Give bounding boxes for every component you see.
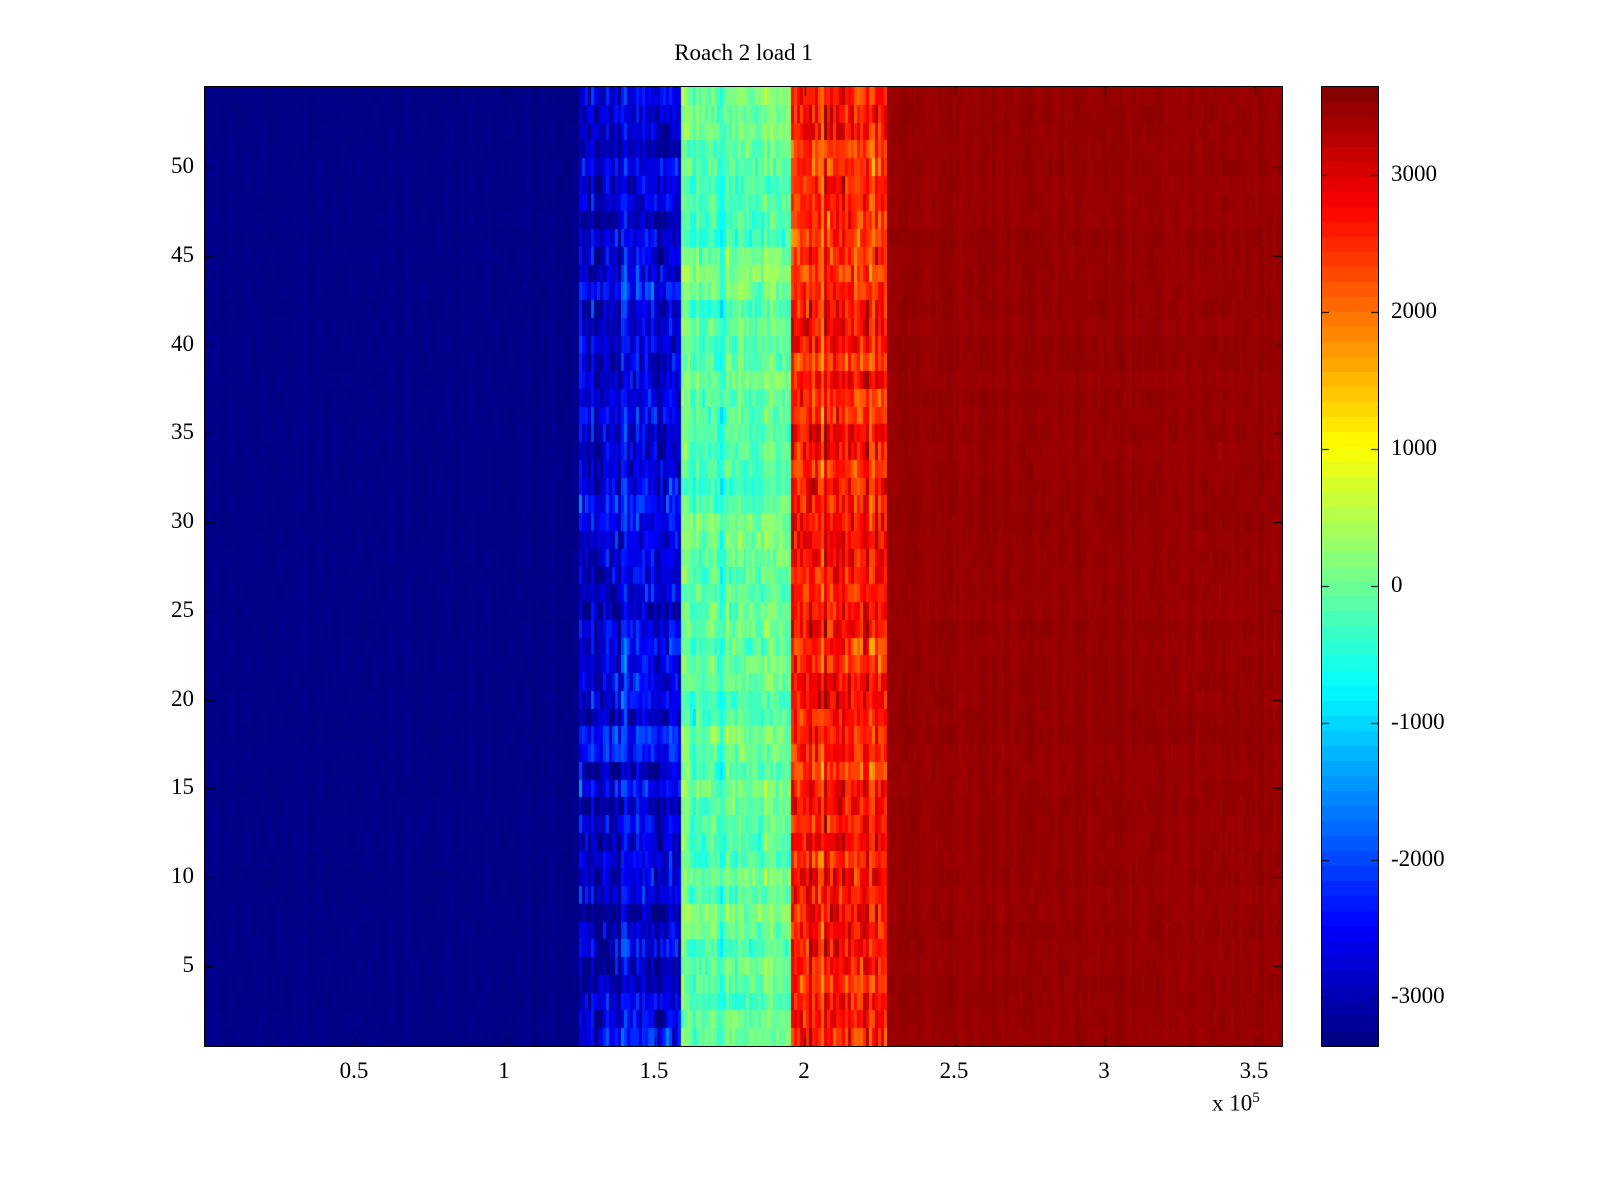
- y-tick-label: 35: [171, 419, 194, 445]
- y-tick-label: 50: [171, 152, 194, 178]
- x-tick-label: 1.5: [639, 1058, 669, 1083]
- colorbar: [1321, 86, 1379, 1047]
- y-tick-label: 25: [171, 596, 194, 622]
- colorbar-tick-label: -1000: [1391, 708, 1445, 734]
- x-axis-exponent: x 105: [1212, 1090, 1260, 1117]
- x-tick-label: 2: [798, 1058, 810, 1083]
- colorbar-tick-label: 2000: [1391, 297, 1437, 323]
- heatmap-canvas: [205, 87, 1282, 1046]
- plot-area: [204, 86, 1283, 1047]
- y-tick-label: 15: [171, 774, 194, 800]
- colorbar-tick-label: 3000: [1391, 160, 1437, 186]
- colorbar-tick-label: -3000: [1391, 982, 1445, 1008]
- colorbar-tick-label: -2000: [1391, 845, 1445, 871]
- x-tick-label: 2.5: [939, 1058, 969, 1083]
- x-tick-label: 1: [498, 1058, 510, 1083]
- x-tick-label: 3.5: [1239, 1058, 1269, 1083]
- y-tick-label: 10: [171, 863, 194, 889]
- y-tick-label: 40: [171, 330, 194, 356]
- y-tick-label: 30: [171, 508, 194, 534]
- colorbar-tick-label: 0: [1391, 571, 1403, 597]
- x-tick-label: 3: [1098, 1058, 1110, 1083]
- y-tick-label: 45: [171, 241, 194, 267]
- x-exponent-base: x 10: [1212, 1090, 1253, 1116]
- x-exponent-power: 5: [1252, 1090, 1260, 1106]
- y-tick-label: 20: [171, 685, 194, 711]
- x-tick-label: 0.5: [339, 1058, 369, 1083]
- colorbar-tick-label: 1000: [1391, 434, 1437, 460]
- y-tick-label: 5: [182, 952, 195, 978]
- chart-title: Roach 2 load 1: [674, 40, 813, 65]
- colorbar-canvas: [1322, 87, 1378, 1046]
